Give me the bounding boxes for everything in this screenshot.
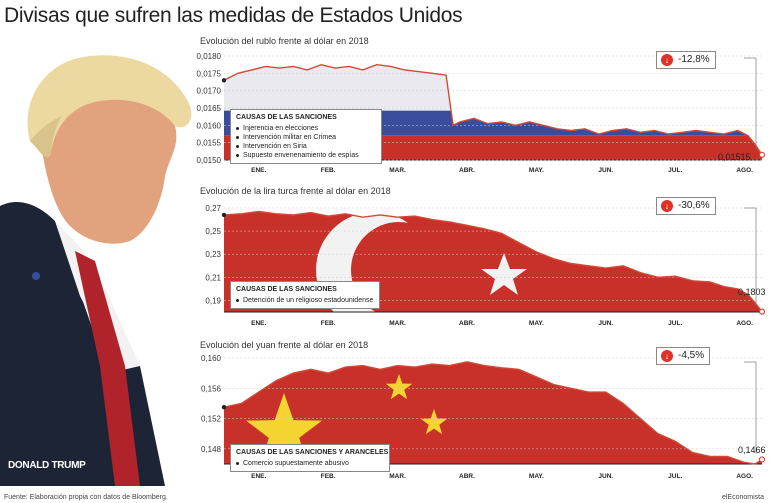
y-tick-label: 0,0170 <box>197 87 222 96</box>
source-note: Fuente: Elaboración propia con datos de … <box>4 494 168 501</box>
chart-title: Evolución del yuan frente al dólar en 20… <box>200 340 369 350</box>
x-tick-label: ENE. <box>251 167 266 174</box>
brand-logo: elEconomista <box>721 494 764 501</box>
arrow-down-icon: ↓ <box>661 54 673 66</box>
y-tick-label: 0,0160 <box>197 121 222 130</box>
end-value-label: 0,1466 <box>738 445 766 455</box>
end-point <box>758 151 766 158</box>
y-tick-label: 0,23 <box>205 250 221 259</box>
y-tick-label: 0,0155 <box>197 139 222 148</box>
x-tick-label: JUL. <box>668 167 682 174</box>
y-tick-label: 0,19 <box>205 296 221 305</box>
causes-title: CAUSAS DE LAS SANCIONES <box>236 114 337 121</box>
causes-title: CAUSAS DE LAS SANCIONES <box>236 286 337 293</box>
x-tick-label: AGO. <box>736 167 753 174</box>
y-tick-label: 0,25 <box>205 227 221 236</box>
end-point <box>758 308 766 315</box>
end-value-label: 0,01515 <box>718 152 751 162</box>
start-point <box>221 405 227 410</box>
lira-causes-box: CAUSAS DE LAS SANCIONES Detención de un … <box>230 281 380 309</box>
y-tick-label: 0,21 <box>205 273 221 282</box>
cause-item: Intervención en Siria <box>236 142 376 151</box>
series-line <box>223 210 763 313</box>
lira-change-badge: ↓ -30,6% <box>656 197 716 215</box>
change-value: -12,8% <box>678 54 710 65</box>
y-tick-label: 0,156 <box>201 384 222 393</box>
x-tick-label: MAR. <box>389 473 406 480</box>
ruble-change-badge: ↓ -12,8% <box>656 51 716 69</box>
x-tick-label: JUL. <box>668 473 682 480</box>
x-tick-label: JUN. <box>598 320 613 327</box>
y-tick-label: 0,0180 <box>197 52 222 61</box>
flag-star <box>385 374 413 400</box>
x-tick-label: MAY. <box>529 320 544 327</box>
portrait-label: DONALD TRUMP <box>8 460 86 471</box>
x-tick-label: FEB. <box>321 473 336 480</box>
x-tick-label: ABR. <box>459 320 475 327</box>
y-tick-label: 0,27 <box>205 204 221 213</box>
x-tick-label: MAY. <box>529 473 544 480</box>
ruble-chart: 0,0180 0,0175 0,0170 0,0165 0,0160 0,0155 0,01… <box>197 52 766 174</box>
start-point <box>221 212 227 218</box>
y-tick-label: 0,0175 <box>197 69 222 78</box>
series-line <box>223 361 763 465</box>
x-tick-label: ENE. <box>251 473 266 480</box>
x-tick-label: JUN. <box>598 473 613 480</box>
x-tick-label: ABR. <box>459 167 475 174</box>
y-tick-label: 0,0150 <box>197 156 222 165</box>
y-tick-label: 0,160 <box>201 354 222 363</box>
y-tick-label: 0,148 <box>201 445 222 454</box>
lira-chart: 0,27 0,25 0,23 0,21 0,19 ENE. FEB. MAR. ABR. MAY.… <box>205 204 766 327</box>
series-line <box>223 63 763 156</box>
x-tick-label: FEB. <box>321 167 336 174</box>
x-tick-label: MAR. <box>389 167 406 174</box>
x-tick-label: JUN. <box>598 167 613 174</box>
trump-portrait-image <box>0 55 192 486</box>
ruble-causes-box: CAUSAS DE LAS SANCIONES Injerencia en el… <box>230 109 382 164</box>
end-point <box>758 456 766 463</box>
flag-fill <box>224 211 762 312</box>
x-tick-label: JUL. <box>668 320 682 327</box>
x-tick-label: ENE. <box>251 320 266 327</box>
chart-title: Evolución de la lira turca frente al dól… <box>200 186 391 196</box>
arrow-down-icon: ↓ <box>661 200 673 212</box>
flag-star <box>420 409 448 435</box>
flag-star <box>246 393 322 464</box>
change-value: -30,6% <box>678 200 710 211</box>
change-value: -4,5% <box>678 350 705 361</box>
cause-item: Detención de un religioso estadounidense <box>236 296 374 305</box>
x-tick-label: MAY. <box>529 167 544 174</box>
start-point <box>221 78 227 83</box>
x-tick-label: ABR. <box>459 473 475 480</box>
x-tick-label: MAR. <box>389 320 406 327</box>
page-title: Divisas que sufren las medidas de Estado… <box>4 4 463 27</box>
flag-star <box>481 253 527 295</box>
arrow-down-icon: ↓ <box>661 350 673 362</box>
x-tick-label: FEB. <box>321 320 336 327</box>
cause-item: Intervención militar en Crimea <box>236 133 376 142</box>
end-value-label: 0,1803 <box>738 287 766 297</box>
yuan-change-badge: ↓ -4,5% <box>656 347 711 365</box>
cause-item: Comercio supuestamente abusivo <box>236 459 384 468</box>
causes-title: CAUSAS DE LAS SANCIONES Y ARANCELES <box>236 449 389 456</box>
cause-item: Injerencia en elecciones <box>236 124 376 133</box>
y-tick-label: 0,0165 <box>197 104 222 113</box>
x-tick-label: AGO. <box>736 473 753 480</box>
x-tick-label: AGO. <box>736 320 753 327</box>
yuan-causes-box: CAUSAS DE LAS SANCIONES Y ARANCELES Come… <box>230 444 390 472</box>
chart-title: Evolución del rublo frente al dólar en 2… <box>200 36 369 46</box>
y-tick-label: 0,152 <box>201 415 222 424</box>
cause-item: Supuesto envenenamiento de espías <box>236 151 376 160</box>
